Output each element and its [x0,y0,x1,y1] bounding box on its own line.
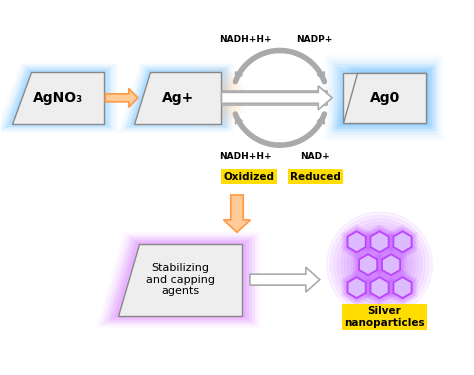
Text: Reduced: Reduced [291,171,341,182]
Circle shape [192,75,238,121]
Polygon shape [347,231,366,252]
Polygon shape [121,64,232,131]
FancyBboxPatch shape [337,67,432,129]
Polygon shape [382,254,400,275]
Polygon shape [346,230,367,254]
Polygon shape [110,240,249,320]
Circle shape [327,212,432,318]
Polygon shape [342,270,372,305]
Polygon shape [1,66,113,130]
Polygon shape [387,224,418,259]
Polygon shape [393,277,411,298]
Circle shape [185,68,245,128]
FancyBboxPatch shape [331,61,438,135]
Circle shape [189,71,241,124]
Polygon shape [344,73,426,123]
Polygon shape [376,247,406,282]
Text: NADP+: NADP+ [297,34,333,44]
Text: Oxidized: Oxidized [223,171,274,182]
Polygon shape [0,64,116,131]
Polygon shape [129,69,226,127]
Polygon shape [3,68,111,128]
FancyBboxPatch shape [335,64,435,132]
Polygon shape [114,242,246,318]
Text: AgNO₃: AgNO₃ [33,91,83,105]
FancyArrow shape [221,91,327,105]
Circle shape [347,233,411,297]
Polygon shape [346,275,367,300]
Polygon shape [342,224,372,259]
Polygon shape [369,230,390,254]
Polygon shape [347,277,366,298]
Polygon shape [371,277,389,298]
Polygon shape [12,72,104,124]
Polygon shape [118,243,243,316]
Circle shape [351,236,408,293]
Text: Ag0: Ag0 [369,91,400,105]
Polygon shape [336,69,432,127]
FancyBboxPatch shape [344,73,426,123]
Circle shape [341,226,419,304]
FancyArrow shape [224,195,250,232]
Polygon shape [365,224,395,259]
Circle shape [337,222,422,307]
Polygon shape [389,226,416,258]
Polygon shape [345,274,369,302]
Polygon shape [131,70,223,125]
Polygon shape [391,274,415,302]
Circle shape [199,82,231,114]
Circle shape [334,219,426,310]
FancyArrow shape [250,267,320,292]
Circle shape [330,215,429,314]
Polygon shape [371,231,389,252]
Polygon shape [357,252,379,277]
Polygon shape [392,230,413,254]
FancyBboxPatch shape [340,70,428,126]
Text: NADH+H+: NADH+H+ [219,34,271,44]
Polygon shape [334,68,434,128]
FancyArrow shape [221,86,332,110]
Polygon shape [356,251,380,279]
Polygon shape [365,270,395,305]
Polygon shape [126,68,228,128]
Polygon shape [391,228,415,256]
Polygon shape [99,234,258,326]
Polygon shape [103,236,255,324]
Text: Ag+: Ag+ [162,91,194,105]
Polygon shape [353,247,383,282]
Polygon shape [359,254,377,275]
Polygon shape [389,272,416,303]
Polygon shape [343,272,370,303]
Text: Silver
nanoparticles: Silver nanoparticles [344,306,425,328]
Polygon shape [366,226,393,258]
Polygon shape [107,238,252,322]
Polygon shape [9,70,107,125]
Polygon shape [345,228,369,256]
Polygon shape [6,69,109,127]
Polygon shape [381,252,401,277]
Polygon shape [124,66,230,130]
Polygon shape [367,274,392,302]
FancyBboxPatch shape [328,58,441,138]
Polygon shape [387,270,418,305]
Circle shape [196,78,235,117]
Polygon shape [393,231,411,252]
Polygon shape [341,72,428,124]
Polygon shape [366,272,393,303]
Polygon shape [343,226,370,258]
Polygon shape [355,249,382,280]
Text: NADH+H+: NADH+H+ [219,152,271,161]
Text: Stabilizing
and capping
agents: Stabilizing and capping agents [146,263,215,296]
Polygon shape [379,251,403,279]
Polygon shape [369,275,390,300]
Polygon shape [338,70,430,126]
Polygon shape [331,66,436,130]
Polygon shape [367,228,392,256]
Polygon shape [134,72,221,124]
Text: NAD+: NAD+ [300,152,329,161]
Circle shape [344,230,415,300]
FancyArrow shape [105,88,138,107]
Polygon shape [377,249,405,280]
Polygon shape [392,275,413,300]
